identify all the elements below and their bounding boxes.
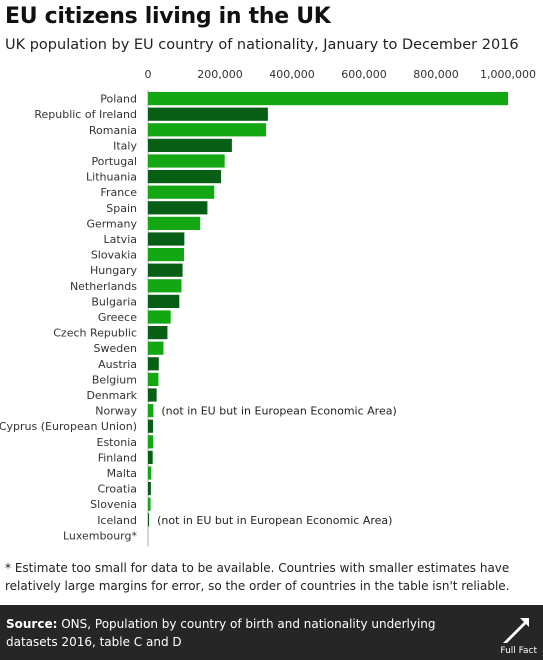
category-label: Romania: [89, 124, 137, 137]
category-label: Czech Republic: [53, 327, 137, 340]
category-label: Italy: [113, 139, 137, 152]
category-label: Denmark: [86, 389, 137, 402]
source-label: Source:: [6, 617, 58, 631]
bar: [148, 294, 180, 308]
bar: [148, 326, 168, 340]
category-label: Bulgaria: [91, 295, 137, 308]
bar: [148, 154, 225, 168]
category-label: Portugal: [91, 155, 137, 168]
x-tick-label: 800,000: [413, 68, 459, 81]
bar: [148, 497, 151, 511]
category-label: Sweden: [94, 342, 137, 355]
category-label: Slovenia: [90, 498, 137, 511]
bar: [148, 419, 154, 433]
bar: [148, 185, 215, 199]
source-text: Source: ONS, Population by country of bi…: [6, 615, 476, 651]
category-label: Latvia: [104, 233, 138, 246]
bar: [148, 170, 222, 184]
x-tick-label: 600,000: [341, 68, 387, 81]
bar: [148, 372, 159, 386]
category-label: Poland: [100, 93, 137, 106]
x-tick-label: 400,000: [269, 68, 315, 81]
bar: [148, 263, 183, 277]
bar: [148, 201, 208, 215]
category-label: Malta: [107, 467, 137, 480]
category-label: Spain: [106, 202, 137, 215]
category-label: Cyprus (European Union): [0, 420, 137, 433]
bar-chart: 0 200,000 400,000 600,000 800,000 1,000,000 Po…: [0, 68, 536, 547]
bar: [148, 92, 508, 106]
bar: [148, 123, 267, 137]
category-label: Republic of Ireland: [34, 108, 137, 121]
bar: [148, 404, 154, 418]
bar: [148, 107, 268, 121]
bar: [148, 482, 151, 496]
source-bar: Source: ONS, Population by country of bi…: [0, 605, 543, 660]
category-label: Luxembourg*: [63, 529, 138, 542]
bar: [148, 450, 153, 464]
bar: [148, 513, 150, 527]
bar: [148, 466, 152, 480]
bar: [148, 279, 182, 293]
category-label: Estonia: [97, 436, 138, 449]
category-label: Germany: [86, 217, 137, 230]
bar: [148, 341, 164, 355]
category-label: Croatia: [97, 483, 137, 496]
category-label: France: [100, 186, 137, 199]
bar: [148, 310, 171, 324]
footnote: * Estimate too small for data to be avai…: [5, 561, 510, 593]
chart-subtitle: UK population by EU country of nationali…: [5, 37, 519, 53]
category-label: Lithuania: [86, 171, 137, 184]
category-label: Iceland: [97, 514, 137, 527]
x-tick-label: 0: [145, 68, 152, 81]
source-body: ONS, Population by country of birth and …: [6, 617, 436, 649]
category-label: Austria: [98, 358, 137, 371]
bar: [148, 388, 157, 402]
category-label: Greece: [98, 311, 137, 324]
bar: [148, 248, 184, 262]
bar: [148, 232, 185, 246]
bar-annotation: (not in EU but in European Economic Area…: [161, 405, 396, 418]
bar: [148, 138, 232, 152]
bar: [148, 357, 159, 371]
bar: [148, 216, 201, 230]
logo-text: Full Fact: [500, 646, 537, 656]
full-fact-logo-icon: [503, 618, 529, 643]
bar: [148, 435, 154, 449]
x-tick-label: 1,000,000: [480, 68, 536, 81]
category-label: Hungary: [90, 264, 137, 277]
x-tick-label: 200,000: [197, 68, 243, 81]
category-label: Finland: [98, 451, 137, 464]
chart-title: EU citizens living in the UK: [5, 4, 331, 29]
bar-annotation: (not in EU but in European Economic Area…: [157, 514, 392, 527]
category-label: Norway: [95, 405, 137, 418]
category-label: Belgium: [92, 373, 137, 386]
category-label: Netherlands: [70, 280, 137, 293]
category-label: Slovakia: [91, 249, 137, 262]
